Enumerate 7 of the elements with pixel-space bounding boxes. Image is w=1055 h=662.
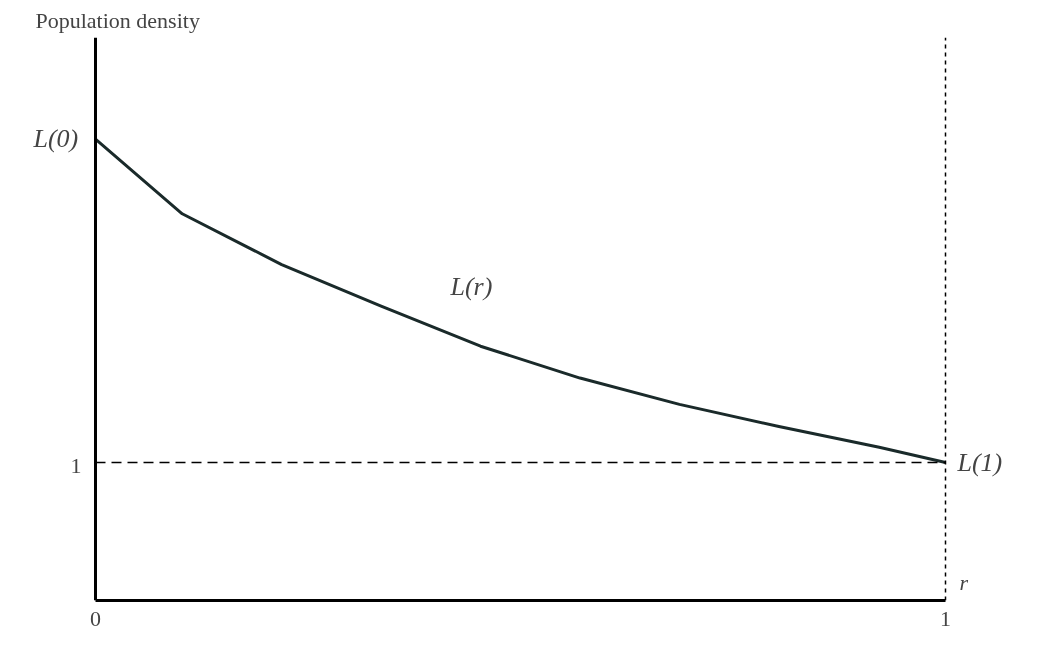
annotation: L(0) bbox=[32, 124, 79, 154]
annotation: L(1) bbox=[956, 447, 1003, 477]
x-axis-title: r bbox=[959, 569, 969, 595]
y-axis-title: Population density bbox=[35, 7, 200, 33]
text: 1 bbox=[70, 452, 82, 478]
x-tick-label: 0 bbox=[90, 605, 101, 631]
annotation: L(r) bbox=[449, 271, 493, 301]
